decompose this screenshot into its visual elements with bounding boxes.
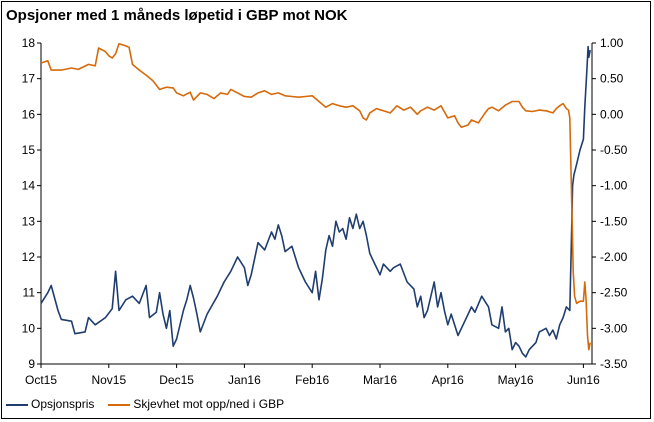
right-tick-label: -1.50 [600,214,628,228]
x-tick-label: Nov15 [91,373,126,387]
left-tick-label: 15 [22,143,36,157]
chart-title: Opsjoner med 1 måneds løpetid i GBP mot … [6,7,348,24]
right-tick-label: -3.00 [600,321,628,335]
series-lines [40,42,591,358]
right-tick-label: -1.00 [600,179,628,193]
left-tick-label: 9 [28,357,35,371]
series-line-skjevhet [40,42,591,351]
right-tick-label: -3.50 [600,357,628,371]
right-axis-ticks: 1.00 0.50 0.00 -0.50 -1.00 -1.50 -2.00 -2.50 -3.… [592,36,628,371]
legend-label-skjevhet: Skjevhet mot opp/ned i GBP [133,397,285,411]
right-tick-label: 0.50 [600,72,624,86]
legend-item-skjevhet: Skjevhet mot opp/ned i GBP [108,397,284,411]
legend: Opsjonspris Skjevhet mot opp/ned i GBP [6,397,298,411]
left-tick-label: 18 [22,36,36,50]
legend-item-opsjonspris: Opsjonspris [6,397,94,411]
x-tick-label: Dec15 [159,373,194,387]
right-tick-label: -2.50 [600,286,628,300]
left-tick-label: 10 [22,321,36,335]
x-tick-label: Oct15 [25,373,57,387]
x-tick-label: Jun16 [567,373,600,387]
legend-swatch-skjevhet [108,404,131,406]
legend-label-opsjonspris: Opsjonspris [31,397,95,411]
right-tick-label: -2.00 [600,250,628,264]
legend-swatch-opsjonspris [6,404,28,406]
left-tick-label: 11 [23,286,36,300]
left-tick-label: 14 [22,179,36,193]
x-tick-label: Jan16 [228,373,261,387]
left-tick-label: 16 [22,107,36,121]
right-tick-label: 1.00 [600,36,624,50]
x-tick-label: Feb16 [295,373,329,387]
series-line-opsjonspris [40,45,591,358]
left-tick-label: 17 [22,72,36,86]
left-tick-label: 13 [22,214,36,228]
right-tick-label: 0.00 [600,107,624,121]
left-tick-label: 12 [22,250,36,264]
left-axis-ticks: 9 10 11 12 13 14 15 16 17 18 [22,36,41,371]
x-tick-label: Mar16 [363,373,397,387]
x-axis-ticks: Oct15 Nov15 Dec15 Jan16 Feb16 Mar16 Apr16 May16… [25,364,600,387]
x-tick-label: Apr16 [432,373,464,387]
right-tick-label: -0.50 [600,143,628,157]
chart-axes [40,43,593,365]
x-tick-label: May16 [498,373,534,387]
